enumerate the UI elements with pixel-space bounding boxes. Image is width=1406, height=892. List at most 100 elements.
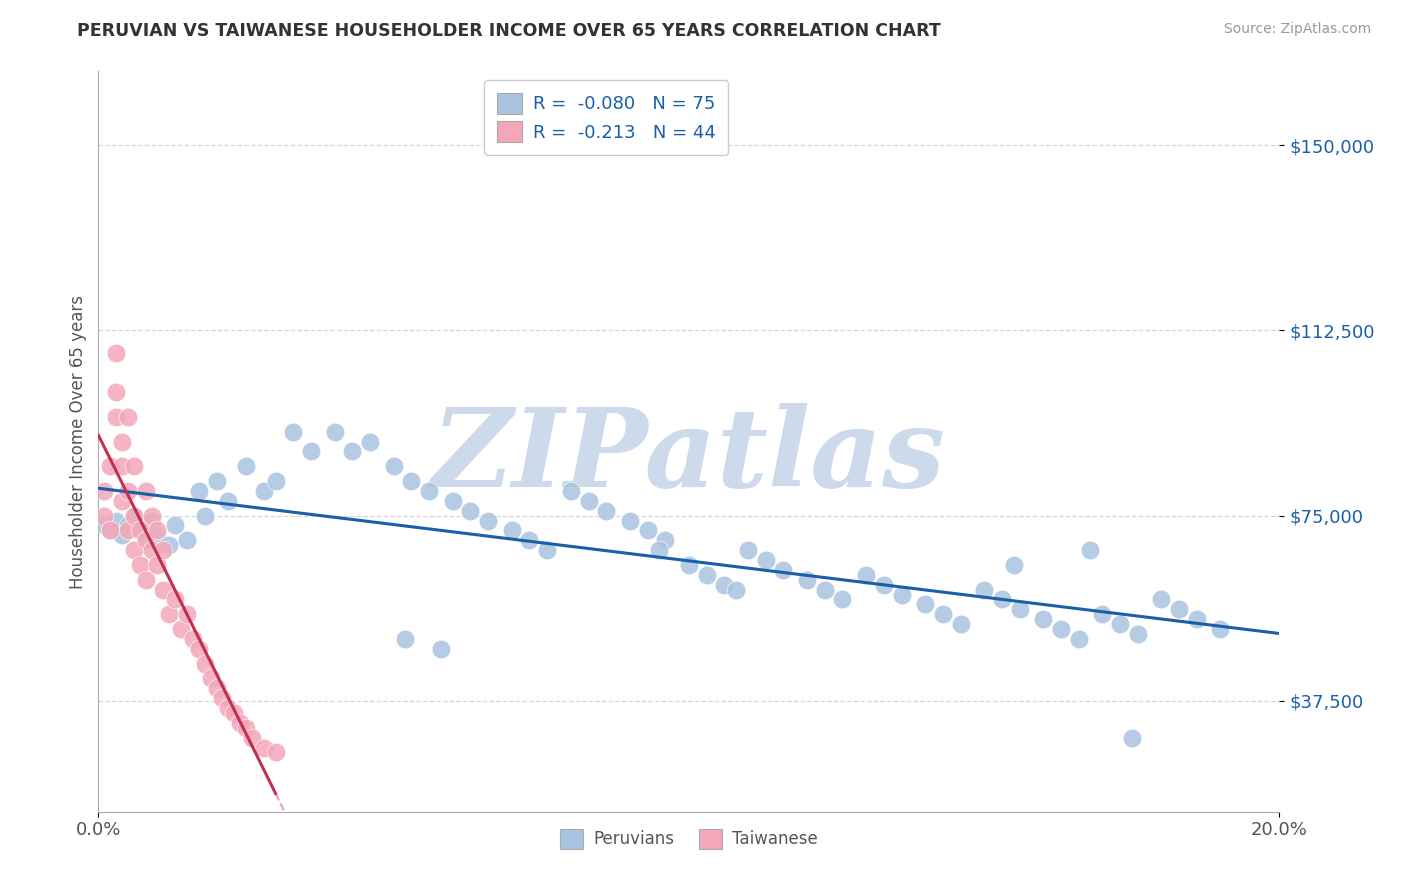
Point [98, 459, 121, 474]
Point [135, 483, 157, 498]
Point [831, 592, 853, 607]
Point [696, 567, 718, 582]
Point [654, 533, 676, 548]
Point [477, 514, 499, 528]
Point [122, 508, 145, 523]
Point [111, 459, 134, 474]
Point [991, 592, 1014, 607]
Point [359, 434, 381, 449]
Text: Source: ZipAtlas.com: Source: ZipAtlas.com [1223, 22, 1371, 37]
Y-axis label: Householder Income Over 65 years: Householder Income Over 65 years [69, 294, 87, 589]
Point [152, 582, 174, 597]
Point [755, 553, 778, 567]
Text: PERUVIAN VS TAIWANESE HOUSEHOLDER INCOME OVER 65 YEARS CORRELATION CHART: PERUVIAN VS TAIWANESE HOUSEHOLDER INCOME… [77, 22, 941, 40]
Point [205, 681, 228, 696]
Point [1067, 632, 1090, 646]
Point [146, 524, 169, 538]
Point [713, 577, 735, 591]
Point [430, 641, 453, 656]
Point [1168, 602, 1191, 616]
Point [122, 459, 145, 474]
Point [235, 721, 257, 735]
Point [973, 582, 995, 597]
Point [253, 483, 276, 498]
Point [98, 524, 121, 538]
Point [111, 528, 134, 542]
Point [128, 558, 150, 572]
Point [949, 617, 972, 632]
Point [1032, 612, 1054, 626]
Point [536, 543, 558, 558]
Legend: Peruvians, Taiwanese: Peruvians, Taiwanese [553, 822, 825, 855]
Point [105, 409, 128, 424]
Point [117, 409, 139, 424]
Point [253, 740, 276, 755]
Point [217, 493, 239, 508]
Point [855, 567, 877, 582]
Point [217, 701, 239, 715]
Point [772, 563, 794, 577]
Point [176, 533, 198, 548]
Point [501, 524, 523, 538]
Point [122, 508, 145, 523]
Point [141, 543, 163, 558]
Point [122, 543, 145, 558]
Point [323, 425, 346, 439]
Point [264, 746, 287, 760]
Point [595, 503, 617, 517]
Point [128, 524, 150, 538]
Point [873, 577, 896, 591]
Point [637, 524, 659, 538]
Point [1080, 543, 1102, 558]
Point [117, 483, 139, 498]
Point [240, 731, 263, 745]
Point [264, 474, 287, 488]
Point [299, 444, 322, 458]
Point [1050, 622, 1073, 636]
Point [441, 493, 464, 508]
Point [1126, 627, 1149, 641]
Point [181, 632, 204, 646]
Point [157, 538, 180, 552]
Point [648, 543, 671, 558]
Point [224, 706, 246, 720]
Point [111, 493, 134, 508]
Point [146, 558, 169, 572]
Point [141, 514, 163, 528]
Point [235, 459, 257, 474]
Point [176, 607, 198, 622]
Point [128, 524, 150, 538]
Point [725, 582, 748, 597]
Point [157, 607, 180, 622]
Point [890, 588, 912, 602]
Point [401, 474, 423, 488]
Point [205, 474, 228, 488]
Point [93, 518, 115, 533]
Point [194, 657, 217, 671]
Point [932, 607, 955, 622]
Point [105, 345, 128, 359]
Point [796, 573, 818, 587]
Point [229, 715, 252, 730]
Point [1091, 607, 1114, 622]
Point [105, 385, 128, 400]
Point [152, 543, 174, 558]
Point [578, 493, 600, 508]
Point [141, 508, 163, 523]
Point [165, 592, 187, 607]
Point [560, 483, 582, 498]
Point [678, 558, 700, 572]
Point [1150, 592, 1173, 607]
Point [914, 598, 936, 612]
Point [187, 641, 209, 656]
Text: ZIPatlas: ZIPatlas [432, 402, 946, 510]
Point [135, 533, 157, 548]
Point [1002, 558, 1025, 572]
Point [211, 691, 233, 706]
Point [146, 528, 169, 542]
Point [117, 518, 139, 533]
Point [382, 459, 405, 474]
Point [200, 672, 222, 686]
Point [394, 632, 416, 646]
Point [105, 514, 128, 528]
